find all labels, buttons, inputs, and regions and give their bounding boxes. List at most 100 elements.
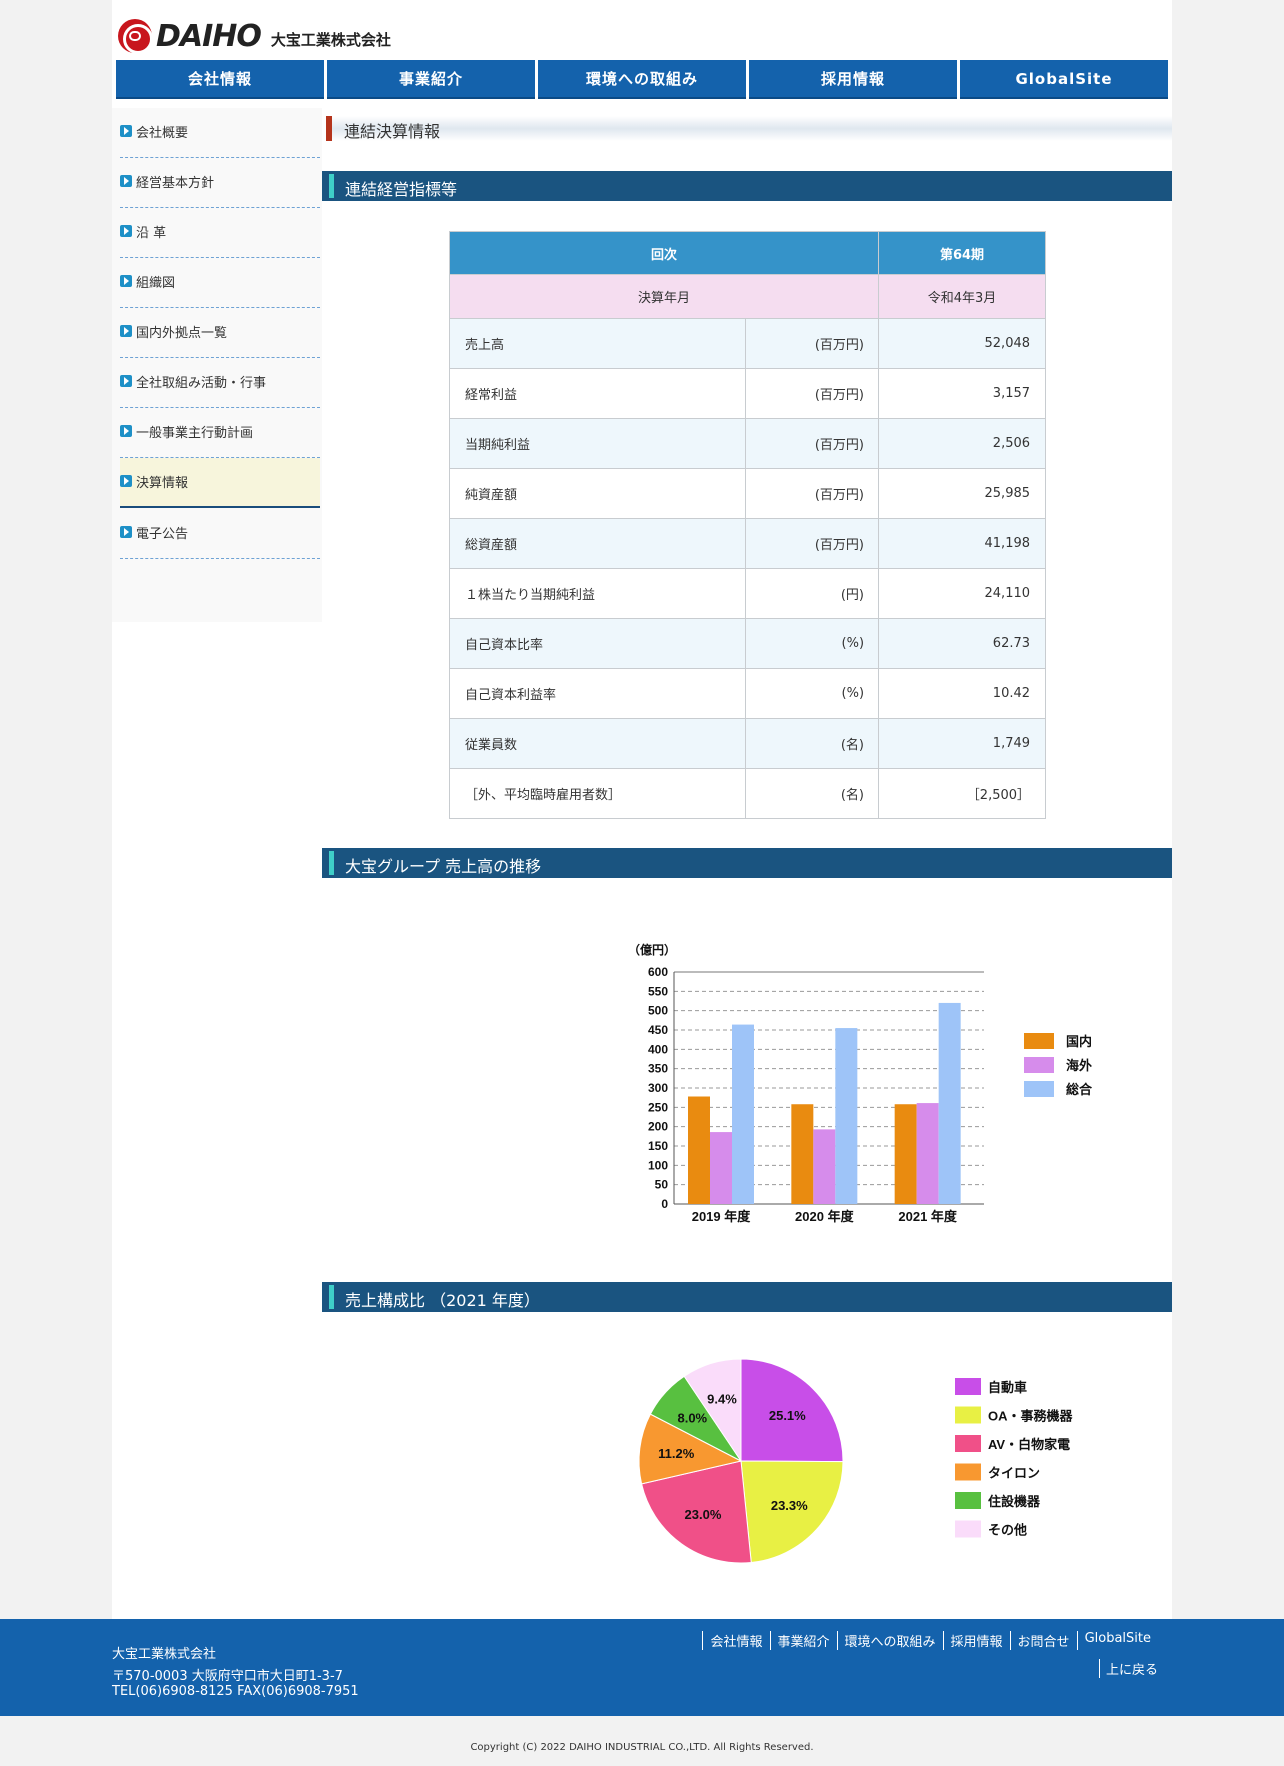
legend-swatch [1024, 1033, 1054, 1049]
pie-slice-label: 9.4% [707, 1392, 737, 1407]
section-heading-composition: 売上構成比 （2021 年度） [322, 1282, 1172, 1312]
nav-company-info[interactable]: 会社情報 [116, 60, 324, 99]
sales-bar-chart: （億円） 0 50 100 150 200 250 300 350 400 450 500 550 600… [628, 942, 1093, 1224]
arrow-right-icon [120, 125, 132, 137]
pie-slice [740, 1460, 844, 1564]
y-tick-label: 550 [648, 984, 668, 998]
footer-link-contact[interactable]: お問合せ [1009, 1631, 1077, 1650]
arrow-right-icon [120, 175, 132, 187]
logo-mark-icon [118, 19, 153, 54]
y-tick-label: 600 [648, 965, 668, 979]
table-header-term: 回次 [448, 231, 880, 275]
pie-slice [740, 1358, 844, 1463]
sidebar: 会社概要 経営基本方針 沿 革 組織図 国内外拠点一覧 全社取組み活動・行事 一… [112, 108, 322, 622]
legend-swatch [955, 1378, 981, 1395]
back-to-top-link[interactable]: 上に戻る [1098, 1659, 1158, 1678]
footer-address: 〒570-0003 大阪府守口市大日町1-3-7 [112, 1669, 343, 1684]
legend-swatch [955, 1435, 981, 1452]
kpi-table: 回次 第64期 決算年月 令和4年3月 売上高 (百万円) 52,048 経常利益(… [448, 231, 1047, 819]
pie-slice-label: 11.2% [658, 1446, 695, 1461]
footer-link-global[interactable]: GlobalSite [1076, 1631, 1158, 1650]
x-tick-label: 2021 年度 [898, 1209, 958, 1224]
legend-swatch [955, 1463, 981, 1481]
footer-link-environment[interactable]: 環境への取組み [836, 1631, 943, 1650]
table-row: ［外、平均臨時雇用者数］ (名) ［2,500］ [449, 768, 1047, 819]
table-row: 売上高 (百万円) 52,048 [449, 318, 1047, 369]
site-logo[interactable]: DAIHO 大宝工業株式会社 [118, 18, 391, 54]
sidebar-item-financial[interactable]: 決算情報 [120, 458, 320, 508]
bar [916, 1103, 939, 1204]
sidebar-item-action-plan[interactable]: 一般事業主行動計画 [120, 408, 320, 458]
y-tick-label: 250 [648, 1100, 668, 1114]
y-tick-label: 450 [648, 1023, 668, 1037]
legend-label: 海外 [1066, 1058, 1092, 1073]
sidebar-item-activities[interactable]: 全社取組み活動・行事 [120, 358, 320, 408]
legend-label: OA・事務機器 [988, 1409, 1074, 1424]
table-row: 自己資本比率 (%) 62.73 [449, 618, 1047, 669]
sidebar-item-public-notice[interactable]: 電子公告 [120, 509, 320, 559]
nav-environment[interactable]: 環境への取組み [538, 60, 746, 99]
table-row: 総資産額 (百万円) 41,198 [449, 518, 1047, 569]
legend-swatch [955, 1492, 981, 1509]
footer-link-company[interactable]: 会社情報 [702, 1631, 769, 1650]
legend-label: AV・白物家電 [988, 1437, 1070, 1452]
y-tick-label: 0 [661, 1197, 668, 1211]
legend-label: 自動車 [988, 1380, 1027, 1395]
nav-recruit[interactable]: 採用情報 [749, 60, 957, 99]
pie-slice-label: 23.0% [685, 1507, 722, 1522]
y-tick-label: 100 [648, 1158, 668, 1172]
bar [732, 1024, 754, 1204]
footer: 大宝工業株式会社 〒570-0003 大阪府守口市大日町1-3-7 TEL(06… [0, 1619, 1284, 1716]
sidebar-item-overview[interactable]: 会社概要 [120, 108, 320, 158]
sidebar-item-org-chart[interactable]: 組織図 [120, 258, 320, 308]
y-tick-label: 200 [648, 1120, 668, 1134]
pie-slice [640, 1460, 752, 1564]
footer-link-recruit[interactable]: 採用情報 [942, 1631, 1010, 1650]
legend-swatch [955, 1406, 981, 1424]
pie-slice [638, 1413, 743, 1485]
nav-global-site[interactable]: GlobalSite [960, 60, 1168, 99]
section-heading-kpi: 連結経営指標等 [322, 171, 1172, 201]
pie-slice-label: 25.1% [769, 1408, 806, 1423]
bar [791, 1104, 814, 1204]
arrow-right-icon [120, 325, 132, 337]
legend-label: 国内 [1066, 1034, 1092, 1049]
company-name: 大宝工業株式会社 [270, 30, 391, 49]
legend-label: その他 [988, 1523, 1027, 1538]
y-tick-label: 150 [648, 1139, 668, 1153]
arrow-right-icon [120, 225, 132, 237]
y-tick-label: 50 [655, 1178, 669, 1192]
sales-composition-pie-chart: 25.1% 23.3% 23.0% 11.2% 8.0%9.4% 自動車 OA・事務機器 AV… [638, 1358, 1074, 1564]
footer-link-business[interactable]: 事業紹介 [769, 1631, 837, 1650]
sidebar-item-locations[interactable]: 国内外拠点一覧 [120, 308, 320, 358]
footer-links: 会社情報 事業紹介 環境への取組み 採用情報 お問合せ GlobalSite [702, 1631, 1158, 1650]
table-row: 従業員数 (名) 1,749 [449, 718, 1047, 769]
bar [710, 1132, 732, 1204]
legend-label: 総合 [1066, 1082, 1093, 1097]
logo-text: DAIHO [156, 18, 262, 54]
legend-swatch [1024, 1081, 1054, 1097]
sidebar-item-history[interactable]: 沿 革 [120, 208, 320, 258]
page-title: 連結決算情報 [326, 116, 1172, 141]
table-row: 当期純利益 (百万円) 2,506 [449, 418, 1047, 469]
arrow-right-icon [120, 275, 132, 287]
nav-business[interactable]: 事業紹介 [327, 60, 535, 99]
global-nav: 会社情報 事業紹介 環境への取組み 採用情報 GlobalSite [116, 60, 1168, 99]
footer-tel: TEL(06)6908-8125 FAX(06)6908-7951 [112, 1684, 359, 1699]
legend-swatch [1024, 1057, 1054, 1073]
table-row: 自己資本利益率 (%) 10.42 [449, 668, 1047, 719]
arrow-right-icon [120, 475, 132, 487]
section-heading-sales: 大宝グループ 売上高の推移 [322, 848, 1172, 878]
y-unit-label: （億円） [628, 942, 676, 957]
x-tick-label: 2020 年度 [795, 1209, 855, 1224]
table-header-period: 第64期 [878, 231, 1047, 275]
copyright: Copyright (C) 2022 DAIHO INDUSTRIAL CO.,… [470, 1742, 814, 1753]
pie-slice-label: 8.0% [677, 1411, 707, 1426]
legend-label: 住設機器 [988, 1494, 1041, 1509]
bar [688, 1096, 710, 1204]
arrow-right-icon [120, 526, 132, 538]
table-subheader-label: 決算年月 [448, 274, 880, 319]
pie-slice-label: 23.3% [771, 1498, 808, 1513]
table-row: 経常利益 (百万円) 3,157 [449, 368, 1047, 419]
sidebar-item-policy[interactable]: 経営基本方針 [120, 158, 320, 208]
